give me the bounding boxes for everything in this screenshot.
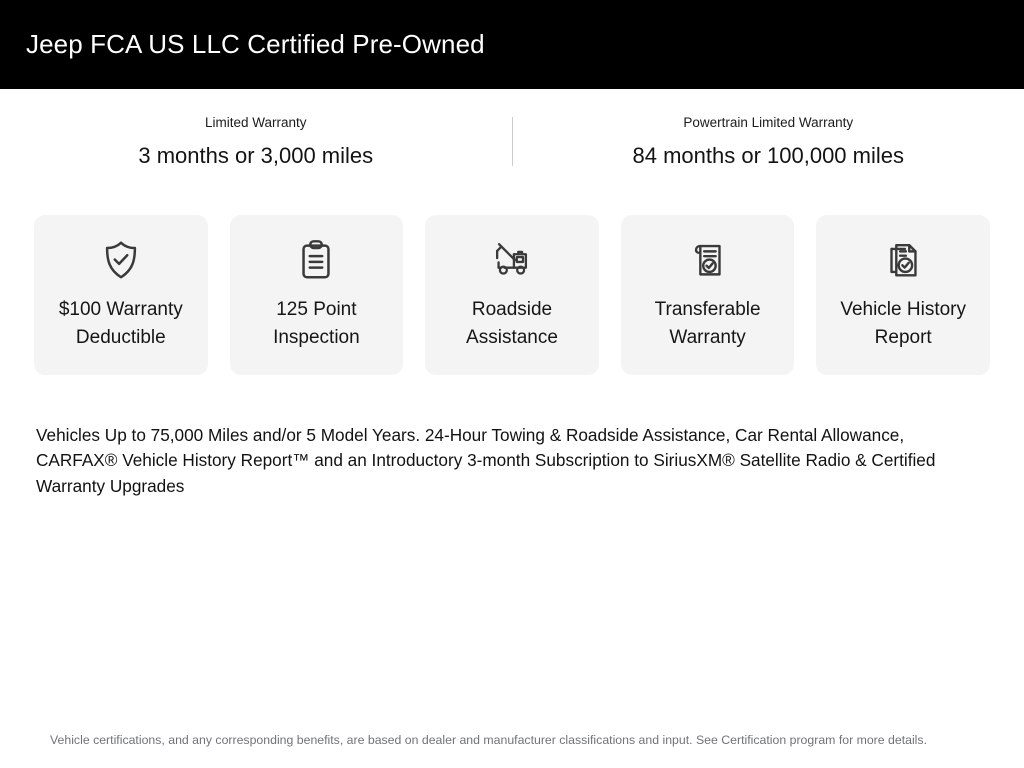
- feature-card-warranty-deductible[interactable]: $100 Warranty Deductible: [34, 214, 208, 375]
- warranty-block-powertrain: Powertrain Limited Warranty 84 months or…: [513, 115, 1024, 170]
- program-description: Vehicles Up to 75,000 Miles and/or 5 Mod…: [36, 424, 936, 496]
- feature-cards: $100 Warranty Deductible 125 Point Inspe…: [0, 170, 1024, 375]
- feature-card-label: Transferable Warranty: [654, 298, 761, 348]
- feature-card-label: $100 Warranty Deductible: [58, 298, 183, 348]
- warranty-summary: Limited Warranty 3 months or 3,000 miles…: [0, 89, 1024, 170]
- shield-check-icon: [98, 237, 144, 283]
- feature-card-label: 125 Point Inspection: [273, 298, 360, 348]
- feature-card-label: Roadside Assistance: [466, 298, 558, 348]
- clipboard-icon: [293, 237, 339, 283]
- footer-disclaimer: Vehicle certifications, and any correspo…: [50, 733, 927, 747]
- certificate-check-icon: [685, 237, 731, 283]
- warranty-divider: [511, 117, 513, 166]
- page-title: Jeep FCA US LLC Certified Pre-Owned: [26, 29, 485, 60]
- warranty-label: Limited Warranty: [204, 115, 307, 130]
- page-header: Jeep FCA US LLC Certified Pre-Owned: [0, 0, 1024, 89]
- tow-truck-icon: [489, 237, 535, 283]
- feature-card-transferable-warranty[interactable]: Transferable Warranty: [620, 214, 795, 375]
- warranty-value: 84 months or 100,000 miles: [632, 143, 905, 169]
- feature-card-label: Vehicle History Report: [840, 298, 966, 348]
- warranty-value: 3 months or 3,000 miles: [138, 143, 374, 169]
- warranty-label: Powertrain Limited Warranty: [683, 115, 854, 130]
- documents-check-icon: [880, 237, 926, 283]
- warranty-block-limited: Limited Warranty 3 months or 3,000 miles: [0, 115, 512, 170]
- feature-card-vehicle-history-report[interactable]: Vehicle History Report: [816, 214, 990, 375]
- feature-card-point-inspection[interactable]: 125 Point Inspection: [229, 214, 404, 375]
- feature-card-roadside-assistance[interactable]: Roadside Assistance: [425, 214, 599, 375]
